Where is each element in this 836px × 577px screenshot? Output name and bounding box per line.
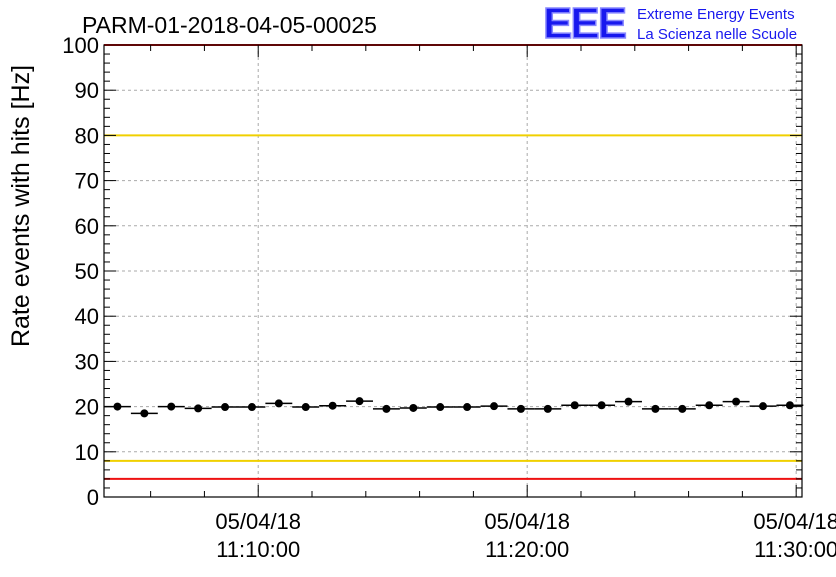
data-point-marker bbox=[167, 402, 176, 411]
data-point-marker bbox=[705, 401, 714, 410]
data-point bbox=[238, 403, 266, 412]
data-point-marker bbox=[463, 403, 472, 412]
data-point bbox=[615, 397, 642, 406]
eee-logo: EEE Extreme Energy Events La Scienza nel… bbox=[542, 0, 797, 49]
data-point-marker bbox=[221, 403, 230, 412]
data-point bbox=[668, 404, 696, 413]
grid-layer bbox=[104, 45, 802, 497]
data-points bbox=[104, 397, 804, 418]
data-point bbox=[776, 401, 804, 410]
run-title: PARM-01-2018-04-05-00025 bbox=[82, 12, 377, 38]
data-point bbox=[561, 401, 589, 410]
y-tick-label: 100 bbox=[62, 33, 99, 58]
data-point bbox=[534, 404, 562, 413]
data-point bbox=[507, 404, 535, 413]
y-tick-label: 40 bbox=[75, 304, 99, 329]
data-point-marker bbox=[570, 401, 579, 410]
data-point-marker bbox=[382, 404, 391, 413]
eee-logo-mark: EEE bbox=[543, 0, 626, 48]
y-tick-label: 70 bbox=[75, 169, 99, 194]
y-tick-label: 30 bbox=[75, 349, 99, 374]
x-tick-label-time: 11:10:00 bbox=[216, 537, 300, 562]
data-point bbox=[641, 404, 669, 413]
data-point bbox=[319, 401, 347, 410]
data-point-marker bbox=[785, 401, 794, 410]
data-point-marker bbox=[301, 403, 310, 412]
y-tick-label: 0 bbox=[87, 485, 99, 510]
x-tick-label-date: 05/04/18 bbox=[215, 509, 301, 534]
y-tick-label: 90 bbox=[75, 78, 99, 103]
data-point-marker bbox=[624, 397, 633, 406]
data-point bbox=[265, 399, 293, 408]
data-point-marker bbox=[274, 399, 283, 408]
data-point-marker bbox=[758, 402, 767, 411]
data-point-marker bbox=[597, 401, 606, 410]
y-tick-label: 50 bbox=[75, 259, 99, 284]
data-point bbox=[346, 397, 373, 406]
data-point bbox=[480, 402, 508, 411]
x-tick-label-time: 11:20:00 bbox=[485, 537, 569, 562]
data-point-marker bbox=[194, 404, 203, 413]
data-point bbox=[426, 403, 454, 412]
y-tick-label: 60 bbox=[75, 214, 99, 239]
reference-lines bbox=[104, 44, 802, 480]
data-point-marker bbox=[732, 397, 741, 406]
data-point bbox=[749, 402, 777, 411]
data-point bbox=[157, 402, 185, 411]
data-point-marker bbox=[543, 404, 552, 413]
data-point-marker bbox=[140, 409, 149, 418]
y-tick-label: 20 bbox=[75, 395, 99, 420]
data-point-marker bbox=[651, 404, 660, 413]
x-tick-label-time: 11:30:00 bbox=[754, 537, 836, 562]
data-point-marker bbox=[355, 397, 364, 406]
data-point-marker bbox=[328, 401, 337, 410]
data-point bbox=[372, 404, 400, 413]
data-point-marker bbox=[436, 403, 445, 412]
data-point bbox=[130, 409, 158, 418]
y-axis-label: Rate events with hits [Hz] bbox=[7, 65, 35, 347]
y-tick-label: 80 bbox=[75, 123, 99, 148]
data-point bbox=[184, 404, 212, 413]
data-point bbox=[695, 401, 723, 410]
data-point bbox=[104, 402, 131, 411]
y-tick-label: 10 bbox=[75, 440, 99, 465]
data-point-marker bbox=[113, 402, 122, 411]
data-point bbox=[453, 403, 481, 412]
data-point-marker bbox=[490, 402, 499, 411]
x-tick-label-date: 05/04/18 bbox=[753, 509, 836, 534]
data-point bbox=[722, 397, 750, 406]
eee-logo-line2: La Scienza nelle Scuole bbox=[637, 26, 797, 43]
data-point bbox=[292, 403, 320, 412]
data-point-marker bbox=[678, 404, 687, 413]
x-tick-label-date: 05/04/18 bbox=[484, 509, 570, 534]
eee-logo-line1: Extreme Energy Events bbox=[637, 6, 795, 23]
axes: 0 10 20 30 40 50 60 70 80 90 100 05/04/18 11:10:00 05… bbox=[62, 33, 836, 562]
data-point-marker bbox=[409, 403, 418, 412]
data-point bbox=[588, 401, 616, 410]
data-point-marker bbox=[516, 404, 525, 413]
data-point bbox=[211, 403, 239, 412]
data-point bbox=[399, 403, 427, 412]
data-point-marker bbox=[247, 403, 256, 412]
